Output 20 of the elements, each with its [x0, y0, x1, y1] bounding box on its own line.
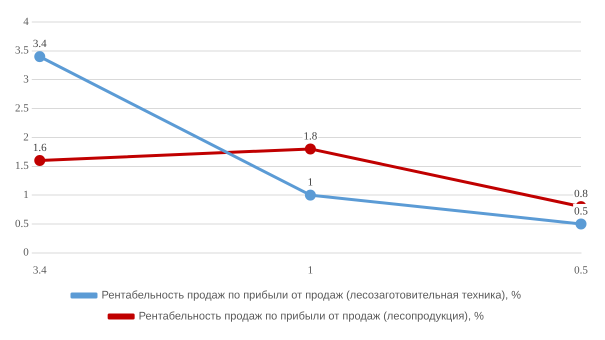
data-label: 1.6 [32, 142, 48, 154]
x-tick-label: 3.4 [32, 264, 48, 276]
data-label: 0.8 [574, 188, 588, 200]
data-label: 1.8 [304, 130, 318, 142]
data-label: 1 [308, 176, 314, 188]
data-label: 0.5 [574, 205, 588, 218]
x-tick-label: 1 [308, 264, 314, 276]
y-tick-label: 0 [23, 246, 30, 259]
y-tick-label: 1 [23, 188, 29, 201]
y-tick-label: 3 [23, 74, 30, 86]
y-tick-label: 0.5 [15, 218, 30, 230]
y-tick-label: 1.5 [15, 160, 30, 172]
data-label: 3.4 [32, 38, 48, 50]
y-tick-label: 4 [23, 16, 30, 28]
y-tick-label: 2.5 [15, 102, 30, 114]
legend-label: Рентабельность продаж по прибыли от продаж (лесозаготовительная техника), % [101, 290, 522, 302]
legend-label: Рентабельность продаж по прибыли от продаж (лесопродукция), % [138, 310, 484, 323]
x-tick-label: 0.5 [574, 264, 588, 276]
y-tick-label: 2 [23, 131, 29, 144]
y-tick-label: 3.5 [15, 44, 30, 57]
